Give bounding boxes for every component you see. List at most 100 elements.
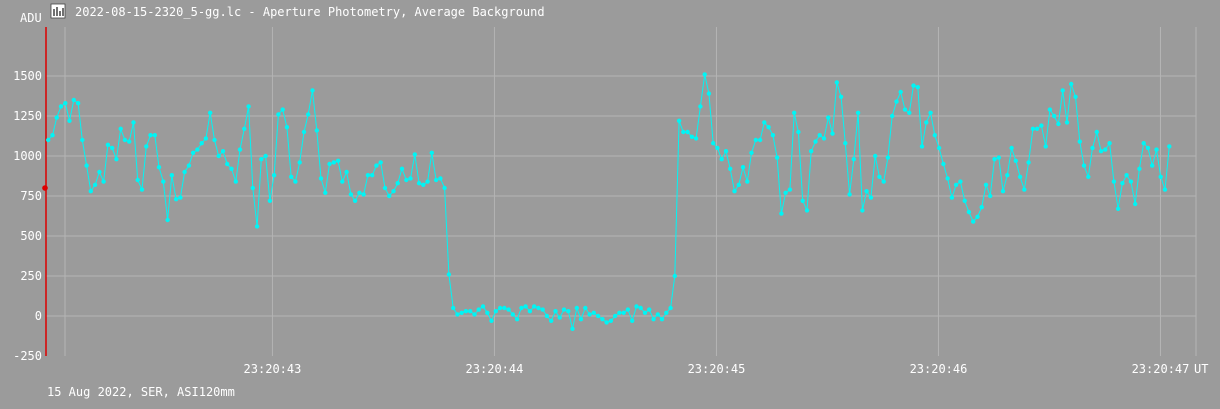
data-point [485, 310, 490, 315]
data-point [335, 158, 341, 163]
data-point [451, 305, 456, 311]
data-point [1111, 179, 1117, 184]
data-point [971, 219, 976, 224]
data-point [1162, 187, 1168, 192]
data-point [523, 304, 528, 309]
data-point [118, 126, 123, 131]
data-point [225, 161, 230, 167]
data-point [1098, 149, 1104, 154]
data-point [655, 312, 660, 317]
data-point [229, 166, 234, 171]
data-point [365, 173, 371, 178]
data-point [826, 115, 831, 120]
data-point [732, 189, 737, 194]
data-point [953, 182, 959, 187]
data-point [301, 129, 307, 135]
data-point [583, 305, 588, 311]
data-point [800, 198, 805, 203]
data-point [97, 169, 102, 175]
data-point [1056, 121, 1061, 127]
data-point [625, 307, 631, 312]
data-point [190, 150, 196, 155]
data-point [84, 163, 89, 168]
data-point [71, 97, 77, 103]
data-point [630, 318, 635, 323]
data-point [664, 310, 669, 315]
data-point [186, 163, 192, 168]
data-point [178, 195, 183, 200]
data-point [762, 120, 767, 125]
y-tick-label: 1000 [13, 149, 42, 163]
data-point [293, 179, 298, 184]
data-point [370, 173, 375, 178]
data-point [877, 174, 882, 179]
grid-lines [46, 27, 1197, 356]
data-point [570, 326, 575, 331]
data-point [634, 304, 639, 309]
y-tick-label: 750 [20, 189, 42, 203]
data-point [787, 187, 793, 192]
data-point [566, 309, 571, 314]
data-point [374, 163, 379, 168]
data-point [894, 99, 899, 104]
data-point [50, 133, 55, 138]
data-point [672, 273, 677, 279]
data-point [949, 195, 955, 200]
data-point [928, 110, 933, 116]
data-point [1005, 173, 1010, 178]
data-point [203, 136, 209, 141]
title-icon[interactable] [50, 3, 66, 19]
data-point [1069, 81, 1074, 87]
data-point [1017, 174, 1023, 179]
data-point [945, 176, 950, 181]
data-point [988, 193, 993, 199]
data-point [173, 197, 179, 202]
data-point [267, 198, 273, 203]
data-point [813, 139, 818, 144]
data-point [919, 144, 925, 149]
data-point [915, 85, 920, 90]
data-point [331, 160, 336, 165]
data-point [783, 190, 788, 195]
data-point [387, 193, 392, 199]
data-point [723, 149, 729, 154]
window-title: 2022-08-15-2320_5-gg.lc - Aperture Photo… [75, 5, 545, 19]
data-point [1145, 145, 1151, 151]
data-point [233, 179, 238, 184]
data-point [647, 307, 652, 312]
data-point [195, 147, 200, 152]
data-point [1141, 141, 1146, 146]
data-point [131, 120, 136, 125]
data-point [617, 310, 622, 315]
data-point [1013, 158, 1018, 163]
data-point [75, 101, 81, 106]
data-point [936, 145, 942, 151]
data-point [834, 80, 839, 85]
x-tick-label: 23:20:46 [910, 362, 968, 376]
data-point [1043, 144, 1048, 149]
data-point [161, 179, 166, 184]
data-point [736, 182, 741, 187]
data-point [489, 318, 494, 323]
data-point [830, 131, 835, 136]
data-point [549, 318, 554, 323]
data-point [497, 305, 503, 311]
start-marker-dot[interactable] [42, 185, 48, 191]
data-point [719, 157, 724, 162]
data-point [276, 112, 281, 117]
data-point [348, 192, 354, 197]
data-point [532, 304, 537, 309]
y-tick-label: 1250 [13, 109, 42, 123]
data-point [468, 309, 473, 314]
data-point [1030, 126, 1036, 131]
y-tick-label: 1500 [13, 69, 42, 83]
data-point [63, 101, 68, 106]
data-point [412, 152, 417, 157]
x-tick-label: 23:20:44 [466, 362, 524, 376]
data-point [911, 83, 916, 88]
data-point [284, 125, 290, 130]
data-point [757, 137, 763, 143]
data-point [561, 307, 567, 312]
data-point [817, 133, 822, 138]
data-point [105, 142, 111, 147]
